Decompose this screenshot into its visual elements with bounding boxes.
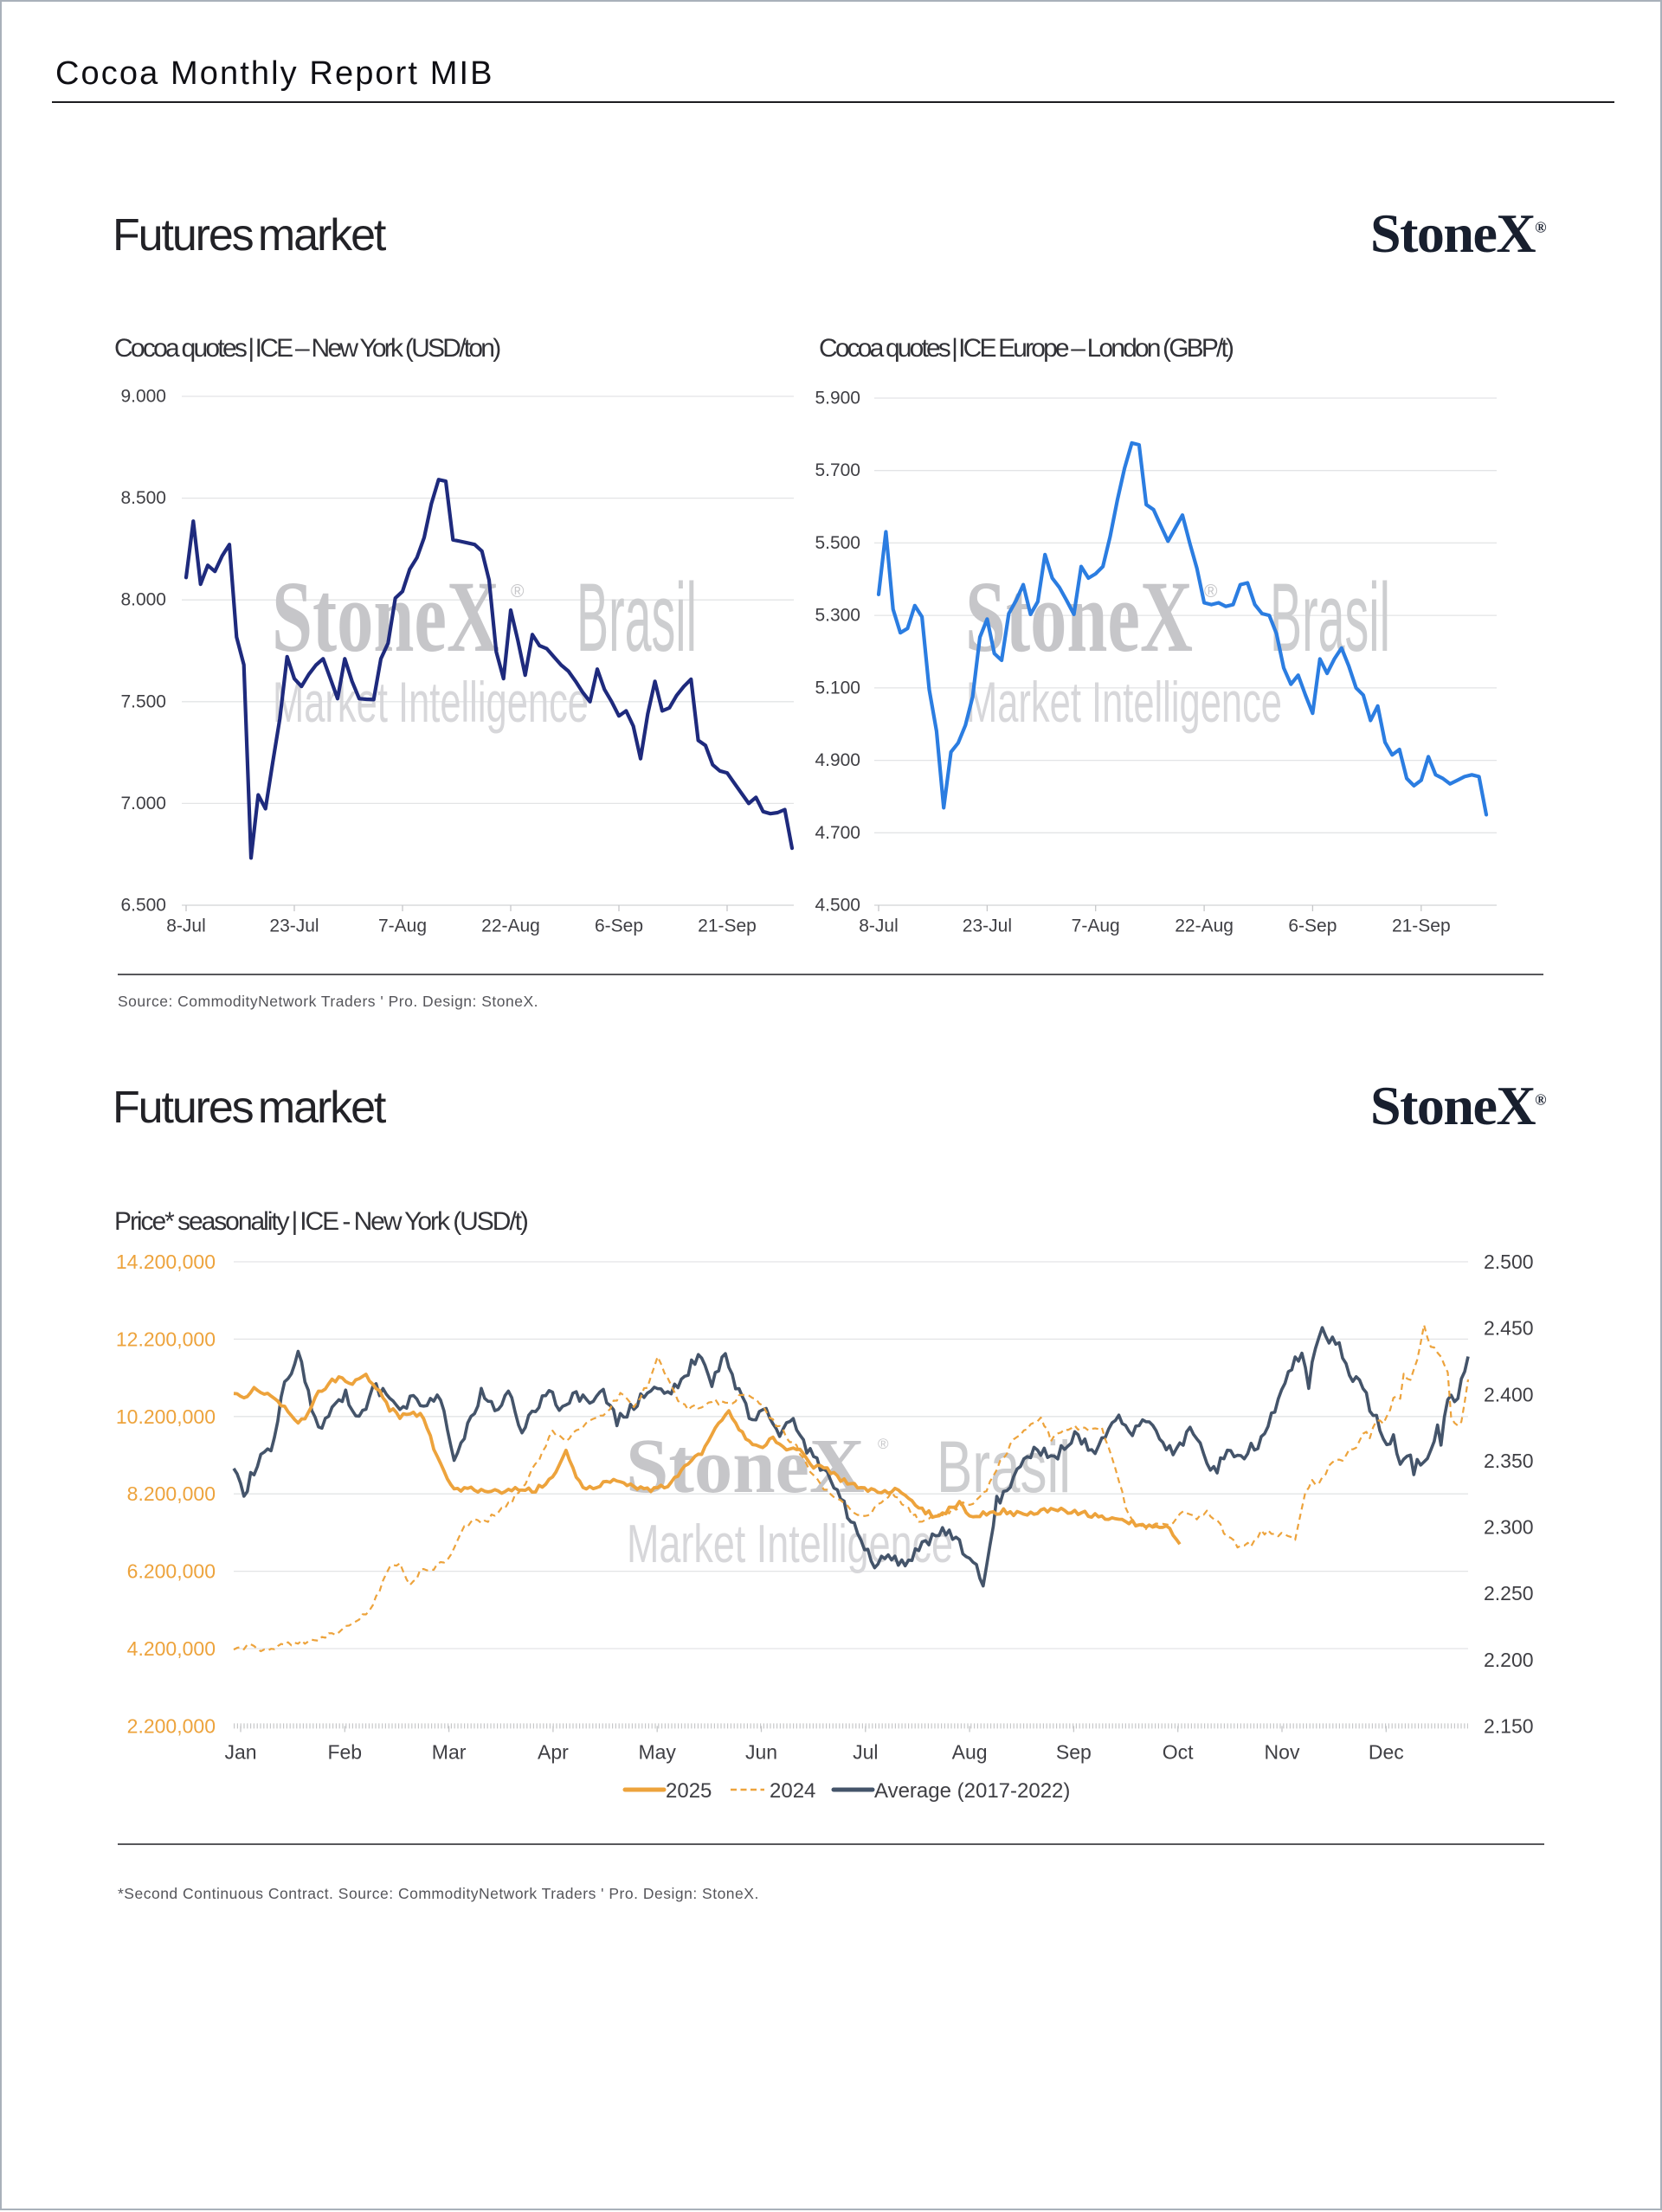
svg-text:®: ® — [511, 582, 525, 601]
svg-text:Market Intelligence: Market Intelligence — [966, 670, 1282, 734]
svg-text:7.500: 7.500 — [120, 691, 166, 711]
svg-text:21-Sep: 21-Sep — [698, 916, 757, 936]
svg-text:8-Jul: 8-Jul — [859, 916, 899, 936]
svg-text:7-Aug: 7-Aug — [378, 916, 427, 936]
svg-text:4.200,000: 4.200,000 — [127, 1637, 216, 1660]
svg-text:6.200,000: 6.200,000 — [127, 1560, 216, 1583]
svg-text:®: ® — [1204, 582, 1218, 601]
svg-text:Brasil: Brasil — [1270, 563, 1390, 672]
svg-text:Average (2017-2022): Average (2017-2022) — [874, 1779, 1070, 1803]
svg-text:22-Aug: 22-Aug — [481, 916, 540, 936]
svg-text:5.700: 5.700 — [815, 460, 860, 480]
svg-text:6-Sep: 6-Sep — [1288, 916, 1337, 936]
svg-text:Oct: Oct — [1163, 1740, 1194, 1763]
svg-text:2024: 2024 — [770, 1779, 815, 1803]
svg-text:2.450: 2.450 — [1484, 1317, 1534, 1340]
svg-text:Dec: Dec — [1369, 1740, 1404, 1763]
svg-text:10.200,000: 10.200,000 — [116, 1405, 216, 1428]
svg-text:8.500: 8.500 — [120, 488, 166, 508]
svg-text:Nov: Nov — [1265, 1740, 1300, 1763]
svg-text:2025: 2025 — [666, 1779, 712, 1803]
svg-text:Jan: Jan — [224, 1740, 256, 1763]
svg-text:7-Aug: 7-Aug — [1072, 916, 1120, 936]
svg-text:6-Sep: 6-Sep — [595, 916, 643, 936]
svg-text:Mar: Mar — [432, 1740, 467, 1763]
svg-text:8.200,000: 8.200,000 — [127, 1482, 216, 1505]
svg-text:6.500: 6.500 — [120, 896, 166, 916]
svg-text:7.000: 7.000 — [120, 794, 166, 813]
svg-text:12.200,000: 12.200,000 — [116, 1328, 216, 1350]
svg-text:2.150: 2.150 — [1484, 1714, 1534, 1737]
svg-text:Jul: Jul — [853, 1740, 878, 1763]
svg-text:23-Jul: 23-Jul — [963, 916, 1012, 936]
svg-text:2.500: 2.500 — [1484, 1251, 1534, 1273]
svg-text:4.700: 4.700 — [815, 823, 860, 843]
svg-text:21-Sep: 21-Sep — [1392, 916, 1451, 936]
svg-text:9.000: 9.000 — [120, 387, 166, 407]
svg-text:Jun: Jun — [745, 1740, 777, 1763]
svg-text:2.200: 2.200 — [1484, 1649, 1534, 1671]
svg-text:8-Jul: 8-Jul — [166, 916, 206, 936]
svg-text:®: ® — [878, 1436, 889, 1452]
svg-text:2.200,000: 2.200,000 — [127, 1714, 216, 1737]
svg-text:22-Aug: 22-Aug — [1175, 916, 1234, 936]
svg-text:8.000: 8.000 — [120, 590, 166, 610]
svg-text:StoneX: StoneX — [272, 560, 499, 673]
svg-text:Feb: Feb — [327, 1740, 362, 1763]
svg-text:5.100: 5.100 — [815, 678, 860, 698]
svg-text:5.900: 5.900 — [815, 389, 860, 408]
svg-text:Brasil: Brasil — [577, 563, 697, 672]
svg-text:Aug: Aug — [952, 1740, 988, 1763]
svg-text:23-Jul: 23-Jul — [269, 916, 319, 936]
svg-text:5.300: 5.300 — [815, 606, 860, 626]
svg-text:4.900: 4.900 — [815, 750, 860, 770]
svg-text:2.300: 2.300 — [1484, 1516, 1534, 1539]
svg-text:14.200,000: 14.200,000 — [116, 1251, 216, 1273]
svg-text:2.400: 2.400 — [1484, 1383, 1534, 1405]
svg-text:2.250: 2.250 — [1484, 1582, 1534, 1604]
svg-text:4.500: 4.500 — [815, 896, 860, 916]
svg-text:May: May — [638, 1740, 676, 1763]
svg-text:Sep: Sep — [1056, 1740, 1092, 1763]
svg-text:Market Intelligence: Market Intelligence — [273, 670, 589, 734]
svg-text:5.500: 5.500 — [815, 533, 860, 553]
svg-text:2.350: 2.350 — [1484, 1450, 1534, 1472]
svg-text:Apr: Apr — [538, 1740, 569, 1763]
